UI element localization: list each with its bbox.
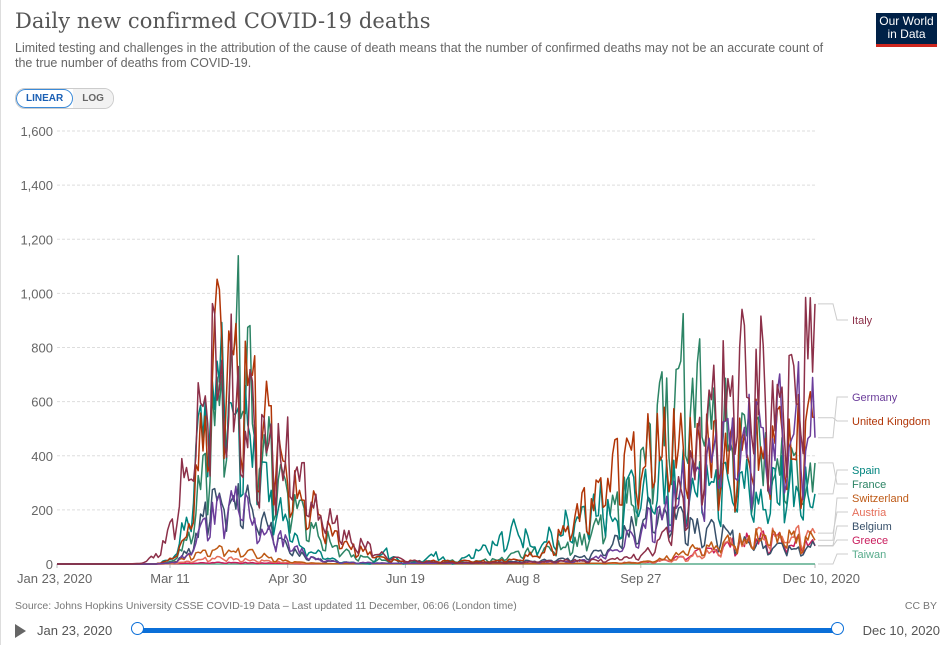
owid-logo[interactable]: Our World in Data — [876, 13, 937, 47]
x-axis: Jan 23, 2020 Mar 11 Apr 30 Jun 19 Aug 8 Sep 2… — [17, 564, 860, 586]
y-tick-label: 600 — [31, 395, 53, 410]
x-tick-label: Jan 23, 2020 — [17, 571, 92, 586]
series-line-france — [57, 254, 816, 565]
x-tick-label: Aug 8 — [506, 571, 540, 586]
legend-connector — [818, 462, 848, 485]
legend-label-france: France — [852, 479, 886, 491]
log-scale-button[interactable]: LOG — [73, 89, 113, 108]
linear-scale-button[interactable]: LINEAR — [16, 89, 74, 108]
x-tick-label: Jun 19 — [386, 571, 425, 586]
x-tick-label: Dec 10, 2020 — [783, 571, 860, 586]
y-tick-label: 1,600 — [20, 124, 53, 139]
legend-connector — [818, 511, 848, 534]
line-chart: 0 200 400 600 800 1,000 1,200 1,400 1,600 Jan 23… — [17, 124, 930, 586]
timeline-track[interactable] — [137, 628, 837, 633]
legend-label-spain: Spain — [852, 465, 880, 477]
legend-label-greece: Greece — [852, 535, 888, 547]
legend-label-united-kingdom: United Kingdom — [852, 416, 930, 428]
legend-label-belgium: Belgium — [852, 521, 892, 533]
timeline-end-label: Dec 10, 2020 — [862, 623, 940, 638]
y-tick-label: 400 — [31, 449, 53, 464]
legend-connector — [818, 469, 848, 495]
y-tick-label: 200 — [31, 503, 53, 518]
y-tick-label: 1,200 — [20, 232, 53, 247]
source-note: Source: Johns Hopkins University CSSE CO… — [15, 600, 517, 612]
legend-label-austria: Austria — [852, 507, 887, 519]
scale-toggle: LINEAR LOG — [15, 88, 114, 109]
legend-connector — [818, 417, 848, 422]
play-icon[interactable] — [15, 624, 26, 638]
y-tick-label: 0 — [46, 557, 53, 572]
chart-title: Daily new confirmed COVID-19 deaths — [15, 9, 431, 33]
legend-connector — [818, 396, 848, 439]
logo-line-2: in Data — [887, 27, 926, 41]
legend-label-italy: Italy — [852, 315, 873, 327]
legend: Italy Germany United Kingdom Spain France Swi… — [818, 303, 930, 565]
legend-connector — [818, 497, 848, 541]
logo-line-1: Our World — [879, 14, 934, 28]
x-tick-label: Sep 27 — [620, 571, 661, 586]
legend-connector — [818, 553, 848, 565]
timeline: Jan 23, 2020 Dec 10, 2020 — [15, 620, 940, 642]
legend-label-taiwan: Taiwan — [852, 549, 886, 561]
legend-label-germany: Germany — [852, 392, 898, 404]
timeline-start-label: Jan 23, 2020 — [37, 623, 113, 638]
y-tick-label: 1,000 — [20, 286, 53, 301]
legend-connector — [818, 539, 848, 547]
y-tick-label: 800 — [31, 341, 53, 356]
x-tick-label: Mar 11 — [150, 571, 190, 586]
chart-subtitle: Limited testing and challenges in the at… — [15, 41, 824, 70]
series-line-spain — [57, 321, 816, 565]
x-tick-label: Apr 30 — [269, 571, 307, 586]
series-line-italy — [57, 296, 816, 565]
legend-connector — [818, 303, 848, 321]
legend-label-switzerland: Switzerland — [852, 493, 909, 505]
timeline-start-handle[interactable] — [131, 622, 144, 635]
y-tick-label: 1,400 — [20, 178, 53, 193]
series-lines — [57, 254, 816, 565]
y-axis: 0 200 400 600 800 1,000 1,200 1,400 1,600 — [20, 124, 53, 572]
license-link[interactable]: CC BY — [904, 600, 937, 612]
timeline-end-handle[interactable] — [831, 622, 844, 635]
